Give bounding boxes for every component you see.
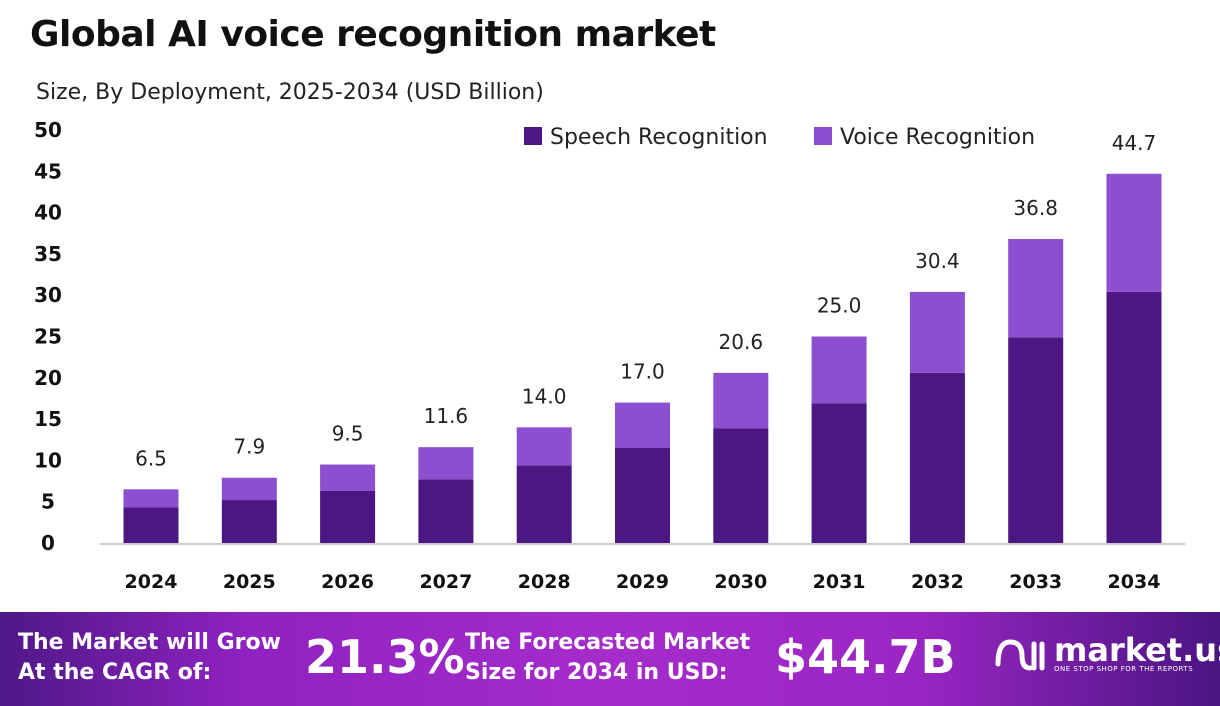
y-tick-label: 35 [34, 242, 62, 266]
data-label-total: 36.8 [1013, 196, 1058, 220]
y-tick-label: 10 [34, 448, 62, 472]
market-us-logo-icon [995, 639, 1045, 671]
bar-speech-recognition-2034 [1106, 291, 1162, 543]
y-tick-label: 30 [34, 283, 62, 307]
y-tick-label: 15 [34, 407, 62, 431]
cagr-value: 21.3% [305, 630, 465, 684]
bar-speech-recognition-2028 [516, 465, 572, 543]
logo-tagline: ONE STOP SHOP FOR THE REPORTS [1054, 665, 1194, 673]
x-tick-label: 2029 [616, 571, 669, 593]
bar-voice-recognition-2027 [418, 447, 474, 480]
data-label-total: 30.4 [915, 249, 960, 273]
x-tick-label: 2031 [813, 571, 866, 593]
forecast-value: $44.7B [775, 630, 956, 684]
y-tick-label: 50 [34, 118, 62, 142]
bar-speech-recognition-2033 [1008, 337, 1064, 543]
data-label-total: 7.9 [233, 435, 265, 459]
cagr-label-line1: The Market will Grow [18, 630, 281, 655]
bar-voice-recognition-2024 [123, 489, 179, 508]
bar-speech-recognition-2029 [615, 448, 670, 543]
bar-voice-recognition-2028 [516, 427, 572, 466]
chart-title: Global AI voice recognition market [30, 14, 716, 55]
bar-voice-recognition-2025 [221, 477, 277, 501]
y-tick-label: 20 [34, 366, 62, 390]
x-tick-label: 2024 [125, 571, 178, 593]
bar-voice-recognition-2026 [320, 464, 376, 491]
y-tick-label: 40 [34, 201, 62, 225]
chart-subtitle: Size, By Deployment, 2025-2034 (USD Bill… [36, 80, 544, 105]
bar-speech-recognition-2031 [811, 403, 867, 543]
footer-banner: The Market will Grow At the CAGR of: 21.… [0, 612, 1220, 706]
x-tick-label: 2030 [714, 571, 767, 593]
x-tick-label: 2033 [1009, 571, 1062, 593]
bar-speech-recognition-2032 [909, 372, 965, 543]
data-label-total: 6.5 [135, 446, 167, 470]
data-label-total: 17.0 [620, 360, 665, 384]
bar-voice-recognition-2031 [811, 336, 867, 404]
y-tick-label: 45 [34, 159, 62, 183]
x-tick-label: 2028 [518, 571, 571, 593]
data-label-total: 44.7 [1112, 131, 1157, 155]
legend-label-0: Speech Recognition [550, 125, 768, 150]
y-tick-label: 0 [41, 531, 55, 555]
data-label-total: 25.0 [817, 294, 862, 318]
x-tick-label: 2032 [911, 571, 964, 593]
legend-swatch-0 [524, 127, 542, 145]
x-tick-label: 2025 [223, 571, 276, 593]
bar-voice-recognition-2034 [1106, 173, 1162, 292]
data-label-total: 20.6 [719, 330, 764, 354]
bar-speech-recognition-2030 [713, 428, 769, 543]
bar-speech-recognition-2027 [418, 479, 474, 543]
data-label-total: 14.0 [522, 384, 567, 408]
bar-voice-recognition-2033 [1008, 239, 1064, 338]
bar-voice-recognition-2032 [909, 291, 965, 373]
bar-voice-recognition-2030 [713, 372, 769, 429]
stacked-bar-chart: 051015202530354045506.520247.920259.5202… [34, 118, 1185, 593]
cagr-label: The Market will Grow At the CAGR of: [18, 628, 281, 688]
forecast-label-line1: The Forecasted Market [465, 630, 751, 655]
bar-speech-recognition-2024 [123, 507, 179, 543]
y-tick-label: 5 [41, 490, 55, 514]
bar-voice-recognition-2029 [615, 402, 670, 449]
x-tick-label: 2034 [1108, 571, 1161, 593]
forecast-label: The Forecasted Market Size for 2034 in U… [465, 628, 750, 688]
legend-label-1: Voice Recognition [840, 125, 1035, 150]
y-tick-label: 25 [34, 325, 62, 349]
bar-speech-recognition-2025 [221, 500, 277, 543]
x-tick-label: 2026 [321, 571, 374, 593]
data-label-total: 11.6 [424, 404, 469, 428]
logo-name: market.us [1054, 631, 1220, 669]
forecast-label-line2: Size for 2034 in USD: [465, 660, 728, 685]
legend-swatch-1 [814, 127, 832, 145]
bar-speech-recognition-2026 [320, 490, 376, 543]
cagr-label-line2: At the CAGR of: [18, 660, 212, 685]
data-label-total: 9.5 [332, 422, 364, 446]
x-tick-label: 2027 [419, 571, 472, 593]
market-us-logo: market.us ONE STOP SHOP FOR THE REPORTS [992, 634, 1220, 674]
